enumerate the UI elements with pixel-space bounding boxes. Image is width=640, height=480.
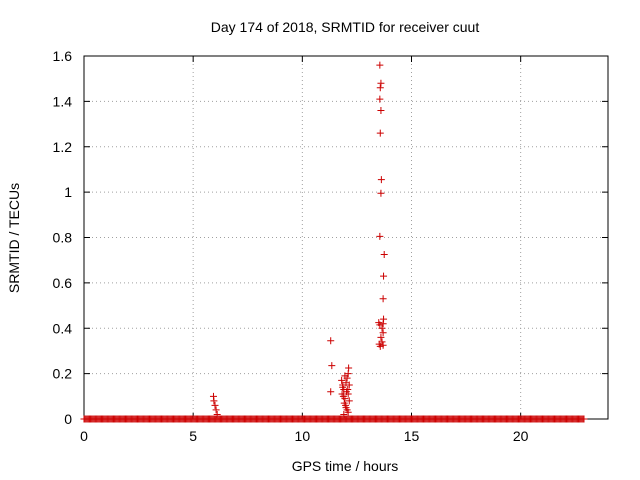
data-point — [345, 381, 353, 389]
y-tick-label: 1.4 — [53, 93, 73, 109]
grid — [84, 56, 608, 419]
y-axis-label: SRMTID / TECUs — [6, 183, 22, 293]
y-tick-label: 0.4 — [53, 320, 73, 336]
data-point — [345, 364, 353, 372]
data-point — [211, 401, 219, 409]
data-point — [376, 232, 384, 240]
data-point — [377, 176, 385, 184]
data-point — [340, 410, 348, 418]
x-tick-label: 20 — [513, 428, 529, 444]
data-point — [377, 189, 385, 197]
data-point — [376, 84, 384, 92]
data-point — [213, 410, 221, 418]
y-tick-label: 0 — [64, 411, 72, 427]
x-tick-label: 5 — [189, 428, 197, 444]
data-points — [80, 61, 588, 423]
axis-ticks: 0 5 10 15 20 0 0.2 0.4 0.6 0.8 1 1.2 1.4 1.6 — [53, 48, 608, 444]
data-point — [338, 376, 346, 384]
data-point — [379, 341, 387, 349]
data-point — [376, 129, 384, 137]
data-point — [327, 388, 335, 396]
data-point — [328, 362, 336, 370]
y-tick-label: 0.6 — [53, 275, 73, 291]
data-point — [376, 95, 384, 103]
data-point — [378, 324, 386, 332]
data-point — [210, 397, 218, 405]
y-tick-label: 0.8 — [53, 230, 73, 246]
data-point — [377, 106, 385, 114]
data-point — [341, 395, 349, 403]
data-point — [377, 333, 385, 341]
y-tick-label: 1.2 — [53, 139, 73, 155]
data-point — [327, 337, 335, 345]
data-point — [376, 61, 384, 69]
data-point — [376, 342, 384, 350]
x-axis-label: GPS time / hours — [292, 458, 399, 474]
y-tick-label: 0.2 — [53, 366, 73, 382]
plot-frame — [83, 55, 609, 420]
data-point — [344, 408, 352, 416]
data-point — [377, 79, 385, 87]
data-point — [339, 383, 347, 391]
data-point — [380, 272, 388, 280]
y-tick-label: 1 — [64, 184, 72, 200]
x-tick-label: 15 — [404, 428, 420, 444]
data-point — [212, 406, 220, 414]
data-point — [379, 295, 387, 303]
data-point — [378, 338, 386, 346]
chart-title: Day 174 of 2018, SRMTID for receiver cuu… — [211, 19, 480, 35]
x-tick-label: 0 — [80, 428, 88, 444]
data-point — [380, 251, 388, 259]
data-point — [345, 397, 353, 405]
data-point — [379, 320, 387, 328]
data-point — [341, 372, 349, 380]
x-tick-label: 10 — [295, 428, 311, 444]
data-point — [580, 415, 588, 423]
data-point — [379, 329, 387, 337]
y-tick-label: 1.6 — [53, 48, 73, 64]
data-point — [344, 390, 352, 398]
